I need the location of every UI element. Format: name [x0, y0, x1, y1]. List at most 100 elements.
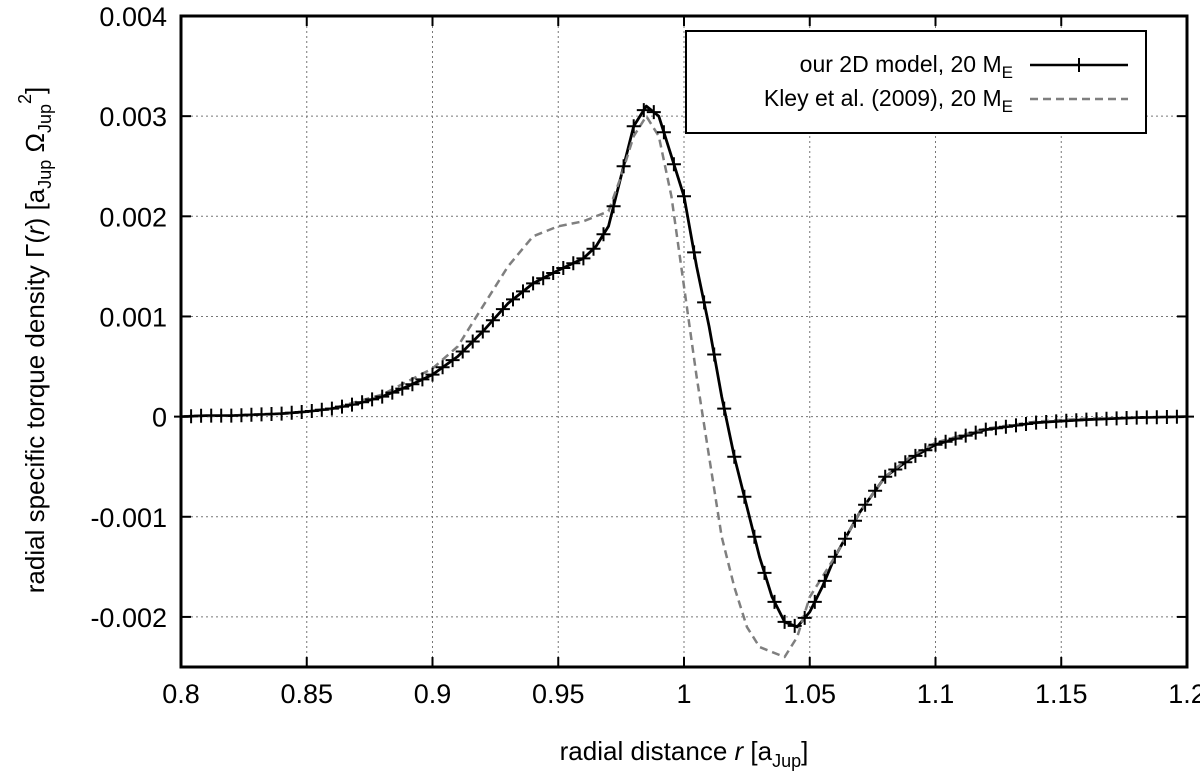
series-0-marker	[697, 295, 712, 310]
series-0-marker	[616, 159, 631, 174]
legend-entry-1-text: Kley et al. (2009), 20 M	[764, 85, 1002, 111]
x-tick-label: 0.9	[414, 679, 452, 709]
ticks: 0.8 0.85 0.9 0.95 1 1.05 1.1 1.15 1.2 -0.002 -0.00…	[90, 2, 1200, 709]
series-0-marker	[988, 421, 1003, 436]
y-axis-label: radial specific torque density Γ(r) [aJu…	[15, 87, 55, 594]
x-tick-label: 0.95	[532, 679, 585, 709]
series-layer	[174, 103, 1194, 659]
series-0-marker	[787, 618, 802, 633]
series-0-marker	[465, 334, 480, 349]
series-0-marker	[707, 347, 722, 362]
series-0-marker	[727, 449, 742, 464]
series-0-marker	[968, 425, 983, 440]
series-0-marker	[978, 422, 993, 437]
series-0-marker	[797, 610, 812, 625]
series-0-marker	[938, 434, 953, 449]
x-axis-label-sub: Jup	[772, 751, 801, 771]
legend-box	[685, 30, 1147, 134]
series-0-marker	[1009, 418, 1023, 433]
series-0-marker	[606, 199, 621, 214]
series-0-marker	[757, 565, 772, 580]
series-0-marker	[425, 367, 440, 382]
legend: our 2D model, 20 ME Kley et al. (2009), …	[685, 30, 1147, 134]
series-0-marker	[526, 276, 541, 291]
series-0-marker	[958, 428, 973, 443]
series-0-marker	[586, 241, 601, 256]
series-0-marker	[918, 443, 933, 458]
series-0-marker	[415, 372, 430, 387]
x-tick-label: 1.2	[1168, 679, 1200, 709]
legend-entry-0-label: our 2D model, 20 ME	[800, 51, 1013, 82]
series-0-marker	[636, 103, 651, 118]
series-0-marker	[626, 119, 641, 134]
y-tick-label: 0.002	[99, 202, 167, 232]
series-0-marker	[1019, 417, 1033, 431]
x-tick-label: 1.1	[917, 679, 955, 709]
legend-entry-0-sub: E	[1002, 63, 1013, 82]
series-0-marker	[455, 344, 470, 359]
series-0-marker	[536, 271, 551, 286]
x-tick-label: 1.05	[783, 679, 836, 709]
series-0-marker	[717, 401, 732, 416]
series-0-marker	[365, 392, 380, 407]
x-axis-label-open: [a	[743, 736, 772, 766]
legend-entry-0-marker	[1072, 58, 1086, 72]
legend-entry-0-text: our 2D model, 20 M	[800, 51, 1002, 77]
series-line-1	[180, 114, 1188, 659]
series-0-marker	[646, 105, 661, 120]
y-tick-label: 0.004	[99, 2, 167, 32]
series-0-marker	[908, 448, 923, 463]
series-0-marker	[596, 227, 611, 242]
series-0-marker	[475, 324, 490, 339]
series-0-marker	[385, 385, 400, 400]
series-0-marker	[878, 469, 893, 484]
series-0-marker	[405, 377, 420, 392]
legend-entry-1-sub: E	[1002, 97, 1013, 116]
y-axis-label-sub2: Jup	[35, 104, 55, 133]
x-tick-label: 0.8	[162, 679, 200, 709]
y-axis-label-omega: Ω	[20, 133, 50, 160]
grid	[181, 16, 1187, 667]
legend-entry-1-label: Kley et al. (2009), 20 ME	[764, 85, 1013, 116]
x-axis-label-main: radial distance	[560, 736, 735, 766]
series-0-marker	[485, 313, 500, 328]
series-0-marker	[566, 256, 581, 271]
series-0-marker	[335, 399, 349, 414]
x-axis-label: radial distance r [aJup]	[560, 736, 809, 771]
x-tick-label: 1	[676, 679, 691, 709]
series-0-marker	[516, 284, 530, 299]
y-tick-label: 0	[152, 403, 167, 433]
x-tick-label: 0.85	[280, 679, 333, 709]
series-0-marker	[314, 402, 329, 417]
y-axis-label-mid: ) [a	[20, 188, 50, 226]
series-0-marker	[888, 462, 903, 477]
x-axis-label-close: ]	[801, 736, 808, 766]
series-0-marker	[576, 251, 591, 266]
series-0-marker	[848, 513, 862, 528]
series-0-marker	[304, 404, 319, 418]
series-0-marker	[817, 573, 832, 588]
series-0-marker	[324, 401, 339, 416]
y-tick-label: 0.003	[99, 102, 167, 132]
y-axis-label-sup: 2	[15, 94, 35, 104]
y-tick-label: 0.001	[99, 302, 167, 332]
series-0-marker	[777, 614, 792, 629]
series-0-marker	[858, 497, 873, 512]
series-0-marker	[355, 395, 370, 410]
series-0-marker	[506, 292, 520, 307]
x-tick-label: 1.15	[1035, 679, 1088, 709]
y-axis-label-prefix: radial specific torque density Γ(	[20, 235, 50, 594]
series-0-marker	[656, 125, 671, 140]
series-0-marker	[838, 531, 852, 546]
series-0-marker	[868, 483, 883, 498]
series-0-marker	[395, 381, 410, 396]
series-0-marker	[495, 302, 510, 317]
y-axis-label-close: ]	[20, 87, 50, 94]
y-axis-label-sub1: Jup	[35, 160, 55, 189]
series-0-marker	[807, 594, 822, 609]
series-0-marker	[435, 360, 450, 375]
y-tick-label: -0.001	[90, 503, 167, 533]
series-0-marker	[546, 266, 561, 280]
series-0-marker	[445, 353, 460, 368]
